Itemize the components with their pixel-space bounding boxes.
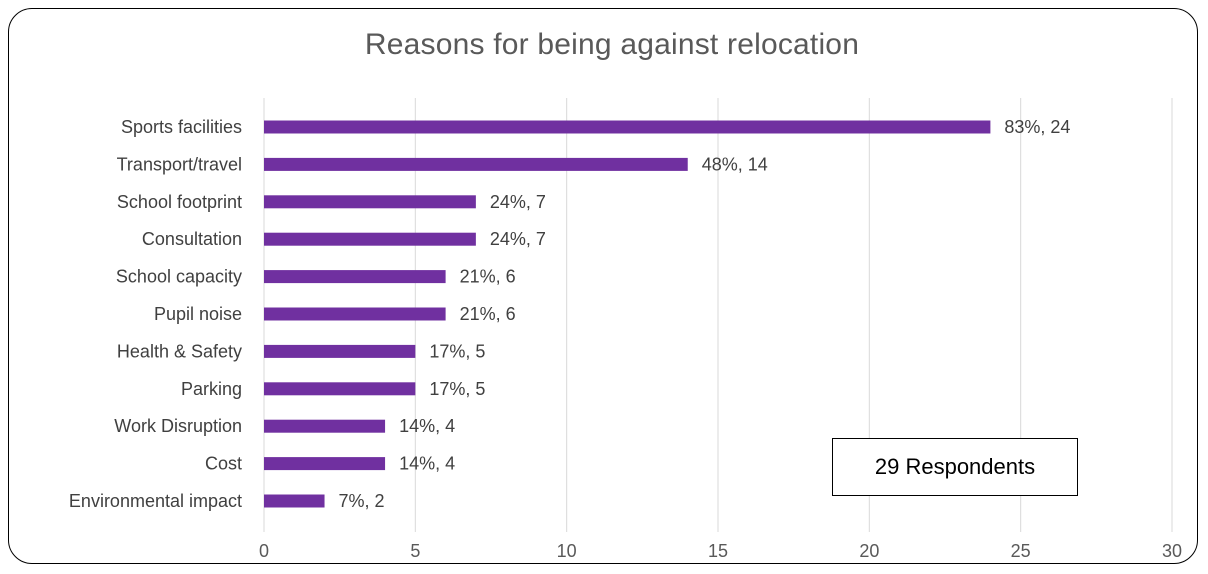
x-tick-label: 25 — [1011, 541, 1031, 561]
data-label: 17%, 5 — [429, 341, 485, 361]
category-label: Pupil noise — [154, 304, 242, 324]
category-label: Cost — [205, 454, 242, 474]
bar — [264, 157, 688, 171]
category-labels: Sports facilities Transport/travel School … — [69, 117, 242, 511]
x-tick-label: 5 — [410, 541, 420, 561]
bar — [264, 344, 416, 358]
category-label: Transport/travel — [117, 154, 242, 174]
x-tick-label: 15 — [708, 541, 728, 561]
bar — [264, 457, 386, 471]
data-label: 21%, 6 — [460, 267, 516, 287]
bar — [264, 382, 416, 396]
bar — [264, 270, 446, 284]
x-tick-label: 20 — [859, 541, 879, 561]
x-tick-label: 30 — [1162, 541, 1182, 561]
data-label: 17%, 5 — [429, 379, 485, 399]
category-label: Parking — [181, 379, 242, 399]
bar — [264, 120, 991, 134]
category-label: Work Disruption — [114, 416, 242, 436]
data-label: 7%, 2 — [339, 491, 385, 511]
category-label: School capacity — [116, 267, 242, 287]
bar — [264, 232, 476, 246]
category-label: Consultation — [142, 229, 242, 249]
bars — [264, 120, 991, 508]
data-labels: 83%, 24 48%, 14 24%, 7 24%, 7 21%, 6 21%, 6 17… — [339, 117, 1071, 511]
bar — [264, 195, 476, 209]
bar — [264, 307, 446, 321]
x-tick-label: 10 — [557, 541, 577, 561]
data-label: 83%, 24 — [1004, 117, 1070, 137]
data-label: 21%, 6 — [460, 304, 516, 324]
chart-title: Reasons for being against relocation — [364, 28, 860, 61]
x-tick-label: 0 — [259, 541, 269, 561]
data-label: 48%, 14 — [702, 154, 768, 174]
respondents-annotation: 29 Respondents — [832, 438, 1078, 496]
bar — [264, 494, 325, 508]
data-label: 24%, 7 — [490, 229, 546, 249]
bar — [264, 419, 386, 433]
x-tick-labels: 0 5 10 15 20 25 30 — [259, 541, 1182, 561]
data-label: 14%, 4 — [399, 454, 455, 474]
category-label: Health & Safety — [117, 341, 242, 361]
category-label: Environmental impact — [69, 491, 242, 511]
data-label: 24%, 7 — [490, 192, 546, 212]
respondents-text: 29 Respondents — [874, 454, 1036, 479]
category-label: Sports facilities — [121, 117, 242, 137]
data-label: 14%, 4 — [399, 416, 455, 436]
category-label: School footprint — [117, 192, 242, 212]
